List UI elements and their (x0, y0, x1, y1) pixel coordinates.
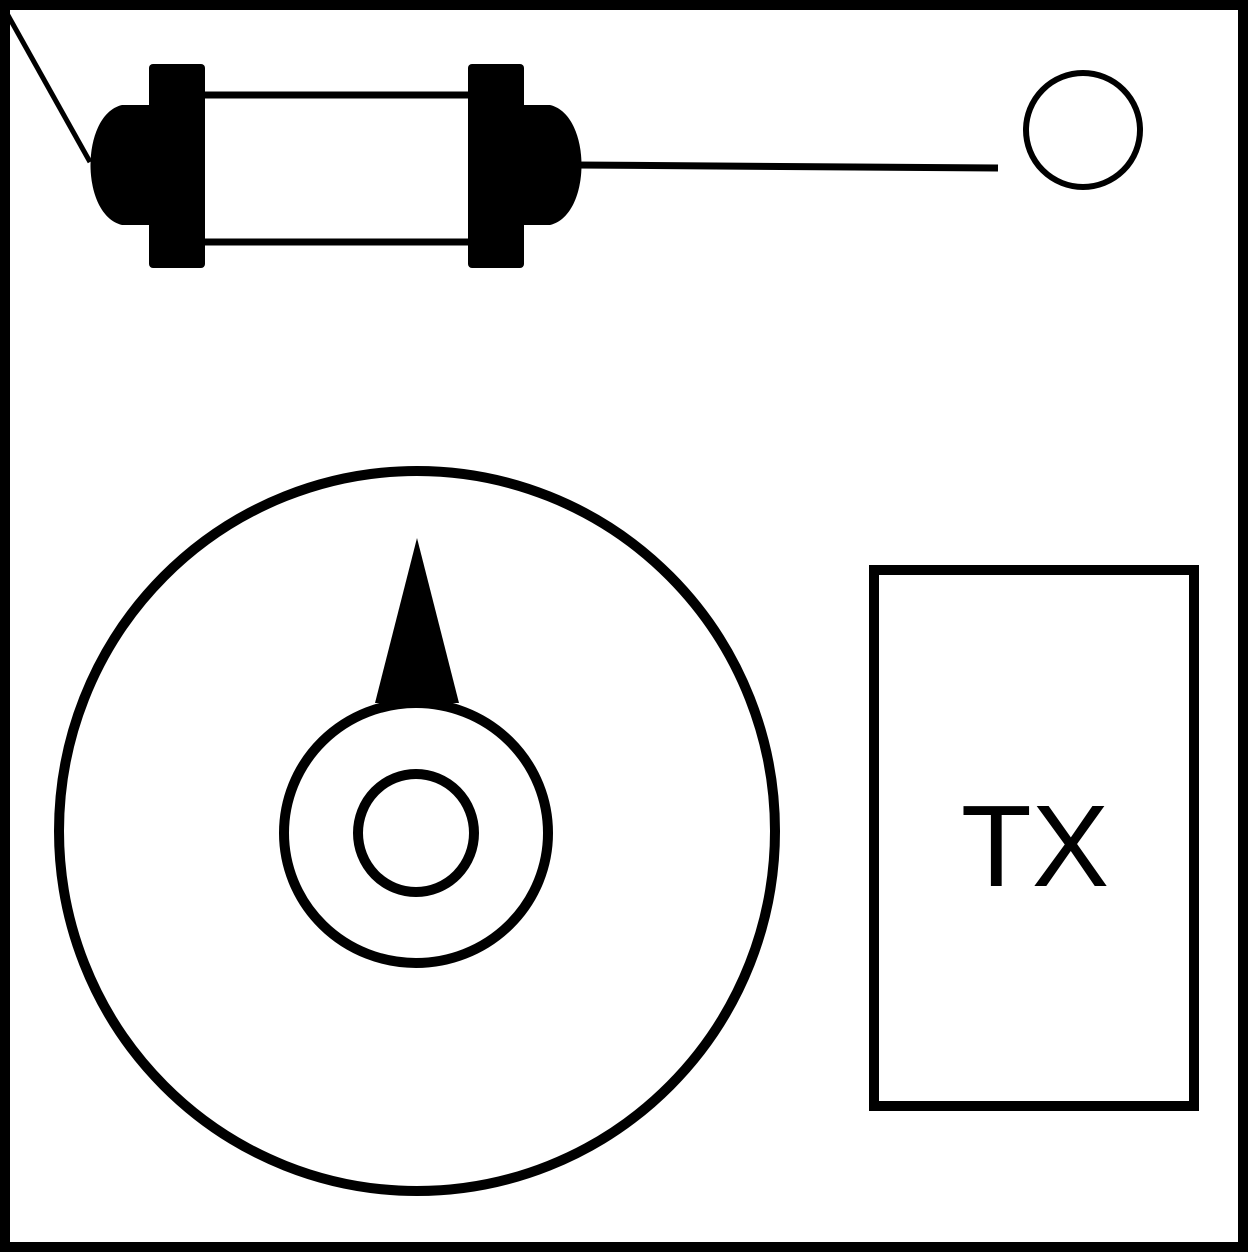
fuse-icon (90, 64, 582, 268)
terminal-lead-wire (574, 161, 999, 172)
terminal-circle-icon (1023, 70, 1143, 190)
dial-pointer-icon (375, 538, 459, 703)
dial-knob-center (353, 769, 479, 897)
fuse-left-cap (90, 105, 155, 225)
fuse-left-flange (149, 64, 205, 268)
tx-label: TX (961, 781, 1109, 911)
tx-box (869, 565, 1199, 1111)
fuse-right-cap (518, 105, 582, 225)
diagonal-lead-wire (2, 8, 93, 164)
fuse-right-flange (468, 64, 524, 268)
rotary-dial-icon (54, 466, 780, 1196)
